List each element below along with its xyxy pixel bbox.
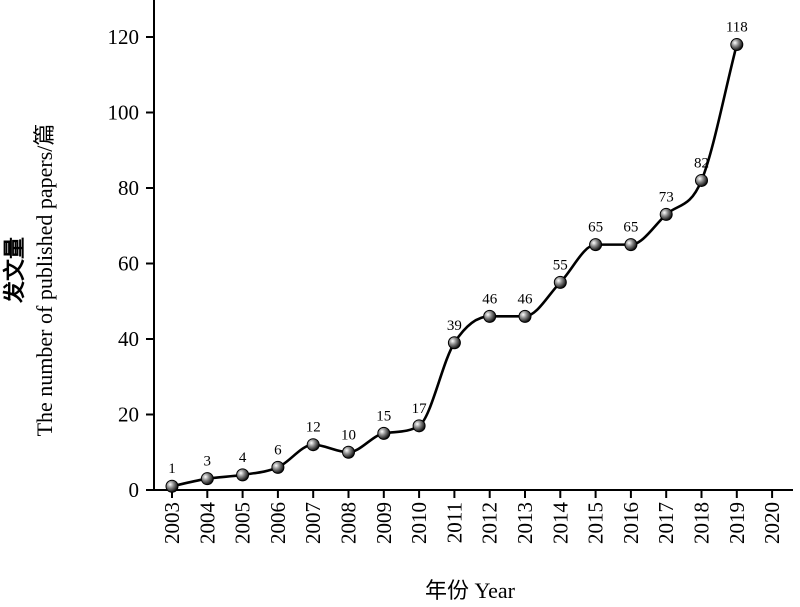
y-tick-label: 100 xyxy=(108,101,140,125)
x-tick-label: 2008 xyxy=(337,502,361,544)
data-label: 46 xyxy=(518,291,534,307)
data-point xyxy=(306,438,320,452)
data-point xyxy=(624,238,638,252)
data-label: 3 xyxy=(204,454,212,470)
y-tick-label: 20 xyxy=(118,403,139,427)
data-point xyxy=(518,309,532,323)
data-point xyxy=(483,309,497,323)
x-tick-label: 2004 xyxy=(195,502,219,545)
x-tick-label: 2010 xyxy=(407,502,431,544)
data-point xyxy=(589,238,603,252)
data-label: 82 xyxy=(694,155,709,171)
x-tick-label: 2015 xyxy=(584,502,608,544)
series-line xyxy=(171,44,739,488)
data-point xyxy=(447,336,461,350)
data-point xyxy=(730,38,744,52)
x-tick-label: 2011 xyxy=(442,502,466,543)
data-label: 65 xyxy=(623,220,638,236)
x-axis-ticks: 2003 2004 2005 2006 2007 2008 2009 2010 2011 2012… xyxy=(160,490,784,544)
x-tick-label: 2006 xyxy=(266,502,290,544)
x-tick-label: 2020 xyxy=(760,502,784,544)
y-axis-title-english: The number of published papers/篇 xyxy=(32,124,57,437)
data-point xyxy=(236,468,250,482)
data-point xyxy=(553,275,567,289)
data-label: 55 xyxy=(553,257,568,273)
data-label: 17 xyxy=(412,401,428,417)
data-label: 46 xyxy=(482,291,498,307)
x-tick-label: 2018 xyxy=(690,502,714,544)
data-label: 6 xyxy=(274,442,282,458)
data-label: 39 xyxy=(447,318,462,334)
x-tick-label: 2016 xyxy=(619,502,643,544)
data-label: 118 xyxy=(726,20,748,36)
data-label: 12 xyxy=(306,420,321,436)
y-axis-title-chinese: 发文量 xyxy=(2,237,27,304)
x-tick-label: 2009 xyxy=(372,502,396,544)
x-tick-label: 2013 xyxy=(513,502,537,544)
x-tick-label: 2003 xyxy=(160,502,184,544)
data-label: 1 xyxy=(168,461,176,477)
data-point xyxy=(271,460,285,474)
data-label: 10 xyxy=(341,427,356,443)
x-axis-title: 年份 Year xyxy=(425,578,516,603)
x-tick-label: 2012 xyxy=(478,502,502,544)
x-tick-label: 2014 xyxy=(548,502,572,545)
data-label: 73 xyxy=(659,189,674,205)
data-point xyxy=(200,472,214,486)
data-points xyxy=(165,38,744,493)
data-point xyxy=(377,426,391,440)
data-point xyxy=(695,173,708,187)
y-tick-label: 0 xyxy=(129,478,140,502)
y-tick-label: 40 xyxy=(118,327,139,351)
y-tick-label: 60 xyxy=(118,252,139,276)
x-tick-label: 2007 xyxy=(301,502,325,544)
x-tick-label: 2017 xyxy=(654,502,678,544)
data-point xyxy=(659,207,673,221)
data-label: 4 xyxy=(239,450,247,466)
y-tick-label: 120 xyxy=(108,25,140,49)
x-tick-label: 2005 xyxy=(231,502,255,544)
data-point xyxy=(412,419,426,433)
data-point xyxy=(165,479,179,493)
x-tick-label: 2019 xyxy=(725,502,749,544)
y-tick-label: 80 xyxy=(118,176,139,200)
y-axis-ticks: 0 20 40 60 80 100 120 xyxy=(108,25,154,502)
data-point xyxy=(342,445,355,459)
data-label: 15 xyxy=(376,408,391,424)
data-label: 65 xyxy=(588,220,603,236)
